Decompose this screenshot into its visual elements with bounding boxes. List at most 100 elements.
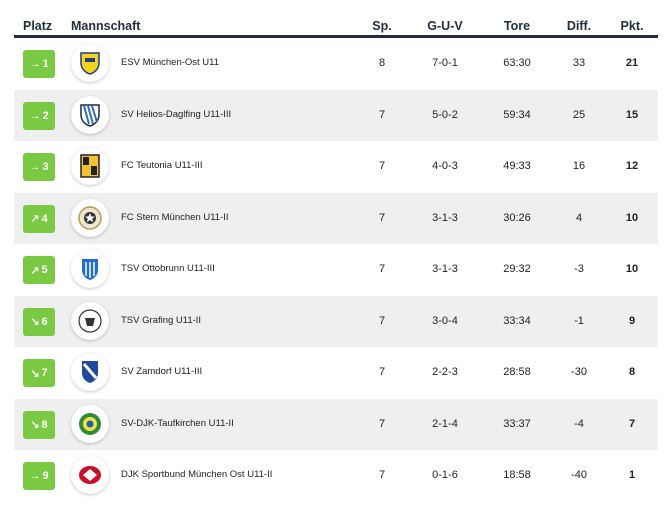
goal-difference: 33 xyxy=(572,57,586,69)
arrow-right-icon: → xyxy=(29,109,41,122)
rank-number: 4 xyxy=(41,212,48,225)
table-row[interactable]: → 1 ESV München-Ost U11 8 7-0-1 63:30 33 21 xyxy=(14,38,658,90)
header-diff[interactable]: Diff. xyxy=(566,19,592,33)
header-platz[interactable]: Platz xyxy=(23,19,53,33)
rank-badge: → 3 xyxy=(23,153,55,181)
points: 10 xyxy=(625,263,639,275)
sv-zamdorf-logo-icon[interactable] xyxy=(71,353,109,391)
points: 9 xyxy=(628,314,636,327)
arrow-down-right-icon: ↘ xyxy=(30,367,40,380)
arrow-right-icon: → xyxy=(29,470,41,482)
rank-badge: ↘ 7 xyxy=(23,359,55,387)
team-name[interactable]: ESV München-Ost U11 xyxy=(121,57,220,68)
points: 12 xyxy=(625,160,639,172)
team-name[interactable]: FC Stern München U11-II xyxy=(121,211,229,223)
team-name[interactable]: FC Teutonia U11-III xyxy=(121,160,203,171)
table-row[interactable]: ↘ 8 SV-DJK-Taufkirchen U11-II 7 2-1-4 33:37 -4… xyxy=(14,398,658,450)
rank-number: 5 xyxy=(41,264,48,276)
win-draw-loss: 3-0-4 xyxy=(432,314,458,327)
points: 8 xyxy=(628,366,636,378)
arrow-up-right-icon: ↗ xyxy=(30,213,40,225)
header-pkt[interactable]: Pkt. xyxy=(620,19,644,33)
table-row[interactable]: ↘ 6 TSV Grafing U11-II 7 3-0-4 33:34 -1 9 xyxy=(14,295,658,347)
goals: 28:58 xyxy=(503,366,531,378)
team-name[interactable]: TSV Grafing U11-II xyxy=(121,314,202,326)
goal-difference: -4 xyxy=(574,417,584,430)
rank-badge: ↗ 5 xyxy=(23,256,55,284)
points: 7 xyxy=(628,417,636,430)
table-row[interactable]: → 3 FC Teutonia U11-III 7 4-0-3 49:33 16 12 xyxy=(14,141,658,193)
goal-difference: -30 xyxy=(571,366,587,378)
tsv-ottobrunn-logo-icon[interactable] xyxy=(71,250,109,288)
team-name[interactable]: SV-DJK-Taufkirchen U11-II xyxy=(121,417,234,429)
rank-badge: → 9 xyxy=(23,462,55,490)
header-guv[interactable]: G-U-V xyxy=(427,19,463,33)
rank-number: 2 xyxy=(42,109,49,122)
goals: 30:26 xyxy=(503,211,531,224)
rank-number: 6 xyxy=(41,315,48,328)
rank-number: 1 xyxy=(42,58,49,70)
win-draw-loss: 5-0-2 xyxy=(432,108,458,121)
goal-difference: -3 xyxy=(574,263,584,275)
arrow-down-right-icon: ↘ xyxy=(30,316,40,328)
header-mannschaft[interactable]: Mannschaft xyxy=(71,19,141,33)
win-draw-loss: 2-1-4 xyxy=(432,417,458,430)
fc-stern-muenchen-logo-icon[interactable] xyxy=(71,198,109,237)
win-draw-loss: 0-1-6 xyxy=(432,469,458,481)
sv-djk-taufkirchen-logo-icon[interactable] xyxy=(71,404,109,443)
rank-badge: → 2 xyxy=(23,101,55,130)
rank-badge: → 1 xyxy=(23,50,55,78)
games-played: 7 xyxy=(378,469,386,481)
table-row[interactable]: → 2 SV Helios-Daglfing U11-III 7 5-0-2 59:34 2… xyxy=(14,89,658,141)
goals: 18:58 xyxy=(503,469,531,481)
goals: 33:34 xyxy=(503,314,531,327)
games-played: 7 xyxy=(378,366,386,378)
points: 21 xyxy=(625,57,639,69)
points: 15 xyxy=(625,108,639,121)
header-sp[interactable]: Sp. xyxy=(372,19,392,33)
table-row[interactable]: ↗ 4 FC Stern München U11-II 7 3-1-3 30:26 4 10 xyxy=(14,192,658,244)
table-row[interactable]: ↗ 5 TSV Ottobrunn U11-III 7 3-1-3 29:32 -3 10 xyxy=(14,244,658,296)
arrow-up-right-icon: ↗ xyxy=(30,264,40,277)
team-name[interactable]: SV Helios-Daglfing U11-III xyxy=(121,108,232,120)
goal-difference: 25 xyxy=(572,108,586,121)
win-draw-loss: 3-1-3 xyxy=(432,211,458,224)
team-name[interactable]: DJK Sportbund München Ost U11-II xyxy=(121,469,273,480)
games-played: 8 xyxy=(378,57,386,69)
win-draw-loss: 7-0-1 xyxy=(432,57,458,69)
rank-number: 7 xyxy=(41,367,48,379)
fc-teutonia-logo-icon[interactable] xyxy=(71,147,109,185)
rank-number: 9 xyxy=(42,470,49,482)
header-tore[interactable]: Tore xyxy=(503,19,531,33)
games-played: 7 xyxy=(378,211,386,224)
games-played: 7 xyxy=(378,108,386,121)
team-name[interactable]: TSV Ottobrunn U11-III xyxy=(121,263,215,274)
win-draw-loss: 3-1-3 xyxy=(432,263,458,275)
tsv-grafing-logo-icon[interactable] xyxy=(71,301,109,340)
rank-number: 3 xyxy=(42,161,49,173)
goals: 49:33 xyxy=(503,160,531,172)
team-name[interactable]: SV Zamdorf U11-III xyxy=(121,366,203,377)
goals: 63:30 xyxy=(503,57,531,69)
goal-difference: 4 xyxy=(575,211,583,224)
table-body: → 1 ESV München-Ost U11 8 7-0-1 63:30 33 21 → 2 SV… xyxy=(14,38,658,502)
esv-muenchen-ost-logo-icon[interactable] xyxy=(71,44,109,82)
table-row[interactable]: ↘ 7 SV Zamdorf U11-III 7 2-2-3 28:58 -30 8 xyxy=(14,347,658,399)
rank-badge: ↘ 8 xyxy=(23,410,55,439)
points: 10 xyxy=(625,211,639,224)
rank-badge: ↗ 4 xyxy=(23,204,55,233)
sv-helios-daglfing-logo-icon[interactable] xyxy=(71,95,109,134)
standings-table: Platz Mannschaft Sp. G-U-V Tore Diff. Pk… xyxy=(14,0,658,502)
goals: 29:32 xyxy=(503,263,531,275)
points: 1 xyxy=(628,469,636,481)
goal-difference: -40 xyxy=(571,469,587,481)
games-played: 7 xyxy=(378,314,386,327)
goals: 59:34 xyxy=(503,108,531,121)
djk-sportbund-muenchen-ost-logo-icon[interactable] xyxy=(71,456,109,494)
arrow-right-icon: → xyxy=(29,161,41,173)
table-row[interactable]: → 9 DJK Sportbund München Ost U11-II 7 0-1-6… xyxy=(14,450,658,502)
table-header: Platz Mannschaft Sp. G-U-V Tore Diff. Pk… xyxy=(14,0,658,38)
games-played: 7 xyxy=(378,160,386,172)
games-played: 7 xyxy=(378,263,386,275)
goal-difference: 16 xyxy=(572,160,586,172)
